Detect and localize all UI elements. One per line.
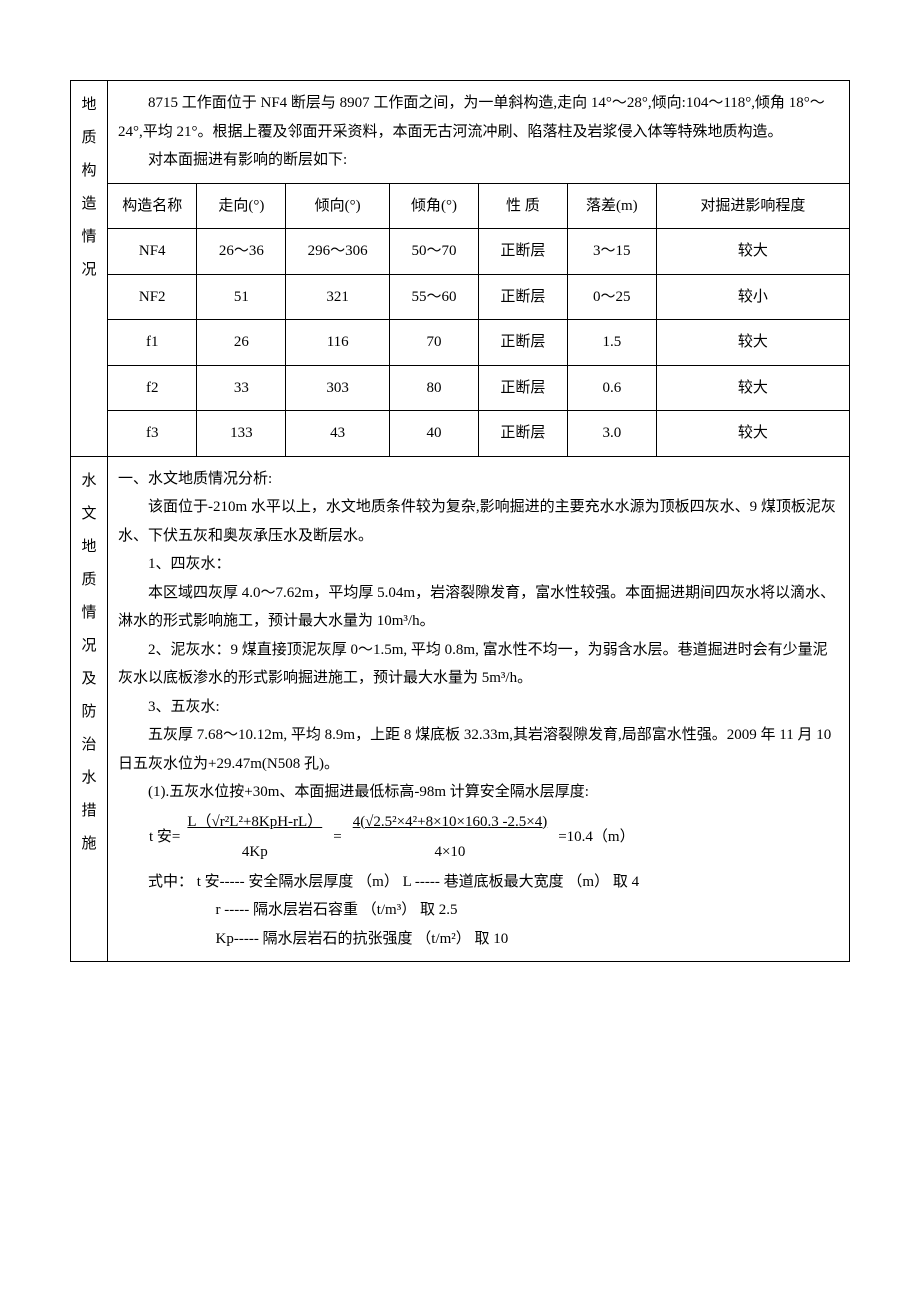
fault-header-3: 倾角(°) bbox=[390, 183, 479, 229]
geology-intro-p1: 8715 工作面位于 NF4 断层与 8907 工作面之间，为一单斜构造,走向 … bbox=[118, 89, 839, 146]
formula-table: t 安= L（√r²L²+8KpH-rL） = 4(√2.5²×4²+8×10×… bbox=[148, 807, 636, 868]
fault-cell-0-5: 3～15 bbox=[567, 229, 656, 275]
def-2: r ----- 隔水层岩石容重 （t/m³） 取 2.5 bbox=[118, 896, 839, 925]
fault-cell-3-6: 较大 bbox=[656, 365, 849, 411]
fault-header-1: 走向(°) bbox=[197, 183, 286, 229]
geology-content-cell: 8715 工作面位于 NF4 断层与 8907 工作面之间，为一单斜构造,走向 … bbox=[108, 81, 850, 457]
def-intro: 式中： bbox=[148, 874, 193, 890]
fault-cell-1-5: 0～25 bbox=[567, 274, 656, 320]
fault-cell-4-1: 133 bbox=[197, 411, 286, 456]
fault-cell-4-4: 正断层 bbox=[478, 411, 567, 456]
formula-num2: 4(√2.5²×4²+8×10×160.3 -2.5×4) bbox=[352, 807, 549, 838]
geology-intro-p2: 对本面掘进有影响的断层如下: bbox=[118, 146, 839, 175]
fault-cell-3-0: f2 bbox=[108, 365, 197, 411]
geology-intro: 8715 工作面位于 NF4 断层与 8907 工作面之间，为一单斜构造,走向 … bbox=[108, 81, 849, 183]
formula-den1: 4Kp bbox=[186, 837, 323, 868]
fault-cell-0-4: 正断层 bbox=[478, 229, 567, 275]
fault-cell-1-4: 正断层 bbox=[478, 274, 567, 320]
hydro-p5: 3、五灰水: bbox=[118, 693, 839, 722]
fault-cell-2-5: 1.5 bbox=[567, 320, 656, 366]
fault-header-0: 构造名称 bbox=[108, 183, 197, 229]
fault-cell-2-4: 正断层 bbox=[478, 320, 567, 366]
fault-cell-2-2: 116 bbox=[286, 320, 390, 366]
fault-cell-3-3: 80 bbox=[390, 365, 479, 411]
hydro-p6: 五灰厚 7.68～10.12m, 平均 8.9m，上距 8 煤底板 32.33m… bbox=[118, 721, 839, 778]
hydro-side-label: 水文地质情况及防治水措施 bbox=[71, 456, 108, 962]
formula-result: =10.4（m） bbox=[548, 807, 635, 868]
fault-table: 构造名称走向(°)倾向(°)倾角(°)性 质落差(m)对掘进影响程度 NF426～… bbox=[108, 183, 849, 456]
fault-cell-3-2: 303 bbox=[286, 365, 390, 411]
hydro-p4: 2、泥灰水：9 煤直接顶泥灰厚 0～1.5m, 平均 0.8m, 富水性不均一，… bbox=[118, 636, 839, 693]
fault-cell-3-4: 正断层 bbox=[478, 365, 567, 411]
fault-cell-1-6: 较小 bbox=[656, 274, 849, 320]
def-1: t 安----- 安全隔水层厚度 （m） L ----- 巷道底板最大宽度 （m… bbox=[197, 874, 639, 890]
hydro-body: 一、水文地质情况分析: 该面位于-210m 水平以上，水文地质条件较为复杂,影响… bbox=[108, 457, 849, 962]
hydro-p7: (1).五灰水位按+30m、本面掘进最低标高-98m 计算安全隔水层厚度: bbox=[118, 778, 839, 807]
formula-eq1: = bbox=[323, 807, 351, 868]
fault-header-5: 落差(m) bbox=[567, 183, 656, 229]
fault-cell-0-0: NF4 bbox=[108, 229, 197, 275]
formula-num1: L（√r²L²+8KpH-rL） bbox=[186, 807, 323, 838]
fault-header-4: 性 质 bbox=[478, 183, 567, 229]
fault-cell-1-1: 51 bbox=[197, 274, 286, 320]
def-3: Kp----- 隔水层岩石的抗张强度 （t/m²） 取 10 bbox=[118, 925, 839, 954]
geology-side-label: 地质构造情况 bbox=[71, 81, 108, 457]
fault-cell-4-0: f3 bbox=[108, 411, 197, 456]
fault-cell-1-3: 55～60 bbox=[390, 274, 479, 320]
fault-cell-4-2: 43 bbox=[286, 411, 390, 456]
formula-den2: 4×10 bbox=[352, 837, 549, 868]
fault-cell-3-5: 0.6 bbox=[567, 365, 656, 411]
fault-cell-4-5: 3.0 bbox=[567, 411, 656, 456]
hydro-p2: 1、四灰水： bbox=[118, 550, 839, 579]
fault-header-6: 对掘进影响程度 bbox=[656, 183, 849, 229]
fault-cell-4-3: 40 bbox=[390, 411, 479, 456]
fault-cell-0-6: 较大 bbox=[656, 229, 849, 275]
fault-cell-1-2: 321 bbox=[286, 274, 390, 320]
hydro-p3: 本区域四灰厚 4.0～7.62m，平均厚 5.04m，岩溶裂隙发育，富水性较强。… bbox=[118, 579, 839, 636]
fault-cell-1-0: NF2 bbox=[108, 274, 197, 320]
def-intro-line: 式中： t 安----- 安全隔水层厚度 （m） L ----- 巷道底板最大宽… bbox=[118, 868, 839, 897]
fault-cell-0-3: 50～70 bbox=[390, 229, 479, 275]
fault-cell-3-1: 33 bbox=[197, 365, 286, 411]
hydro-content-cell: 一、水文地质情况分析: 该面位于-210m 水平以上，水文地质条件较为复杂,影响… bbox=[108, 456, 850, 962]
fault-cell-0-2: 296～306 bbox=[286, 229, 390, 275]
fault-cell-2-1: 26 bbox=[197, 320, 286, 366]
fault-cell-2-3: 70 bbox=[390, 320, 479, 366]
fault-cell-2-6: 较大 bbox=[656, 320, 849, 366]
document-table: 地质构造情况 8715 工作面位于 NF4 断层与 8907 工作面之间，为一单… bbox=[70, 80, 850, 962]
fault-header-2: 倾向(°) bbox=[286, 183, 390, 229]
hydro-p1: 该面位于-210m 水平以上，水文地质条件较为复杂,影响掘进的主要充水水源为顶板… bbox=[118, 493, 839, 550]
hydro-h1: 一、水文地质情况分析: bbox=[118, 465, 839, 494]
fault-cell-0-1: 26～36 bbox=[197, 229, 286, 275]
fault-cell-4-6: 较大 bbox=[656, 411, 849, 456]
fault-cell-2-0: f1 bbox=[108, 320, 197, 366]
formula-lhs: t 安= bbox=[148, 807, 186, 868]
